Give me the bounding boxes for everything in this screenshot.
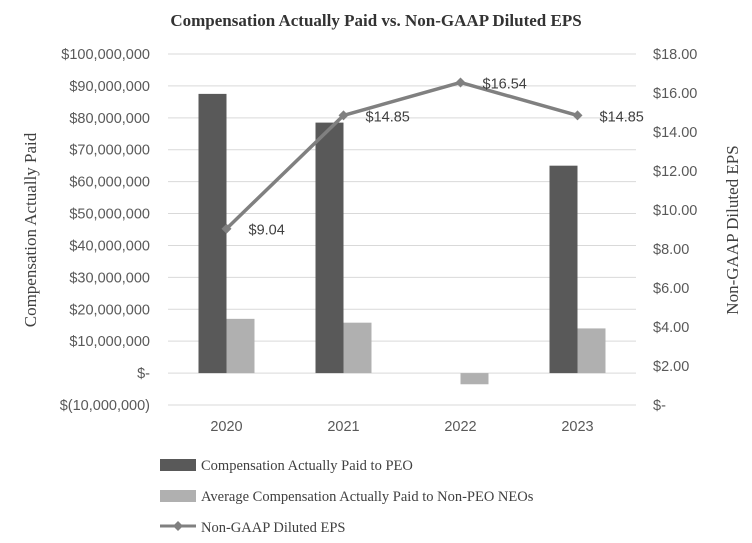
y-tick-label: $10,000,000: [69, 334, 150, 350]
eps-marker: [455, 77, 466, 88]
y2-tick-label: $12.00: [653, 164, 697, 180]
y-tick-label: $60,000,000: [69, 175, 150, 191]
right-axis-ticks: $18.00 $16.00 $14.00 $12.00 $10.00 $8.00 $6.00…: [653, 47, 697, 414]
eps-marker: [572, 110, 583, 121]
eps-marker: [221, 223, 232, 234]
y2-tick-label: $14.00: [653, 125, 697, 141]
y2-tick-label: $-: [653, 398, 666, 414]
y2-tick-label: $18.00: [653, 47, 697, 63]
bar-peo: [315, 122, 344, 374]
eps-line-path: [225, 80, 578, 230]
bars: [198, 93, 606, 385]
y2-tick-label: $8.00: [653, 242, 689, 258]
legend: Compensation Actually Paid to PEO Averag…: [160, 458, 534, 536]
y-tick-label: $50,000,000: [69, 207, 150, 223]
x-tick-label: 2022: [444, 419, 476, 435]
eps-data-label: $14.85: [600, 109, 644, 125]
y2-tick-label: $4.00: [653, 320, 689, 336]
y-axis-title: Compensation Actually Paid: [21, 132, 40, 327]
eps-data-labels: $9.04 $14.85 $16.54 $14.85: [249, 76, 644, 238]
bar-neo: [460, 373, 489, 385]
y-tick-label: $80,000,000: [69, 111, 150, 127]
x-tick-label: 2023: [561, 419, 593, 435]
y-tick-label: $40,000,000: [69, 238, 150, 254]
eps-marker: [338, 110, 349, 121]
eps-data-label: $16.54: [483, 76, 527, 92]
y-tick-label: $30,000,000: [69, 270, 150, 286]
y-tick-label: $100,000,000: [61, 47, 150, 63]
legend-swatch-peo: [160, 459, 196, 471]
y-tick-label: $(10,000,000): [60, 398, 150, 414]
chart-title: Compensation Actually Paid vs. Non-GAAP …: [170, 11, 581, 30]
bar-neo: [577, 328, 606, 374]
y-tick-label: $-: [137, 366, 150, 382]
left-axis-ticks: $100,000,000 $90,000,000 $80,000,000 $70,00…: [60, 47, 150, 414]
y2-tick-label: $16.00: [653, 86, 697, 102]
x-tick-label: 2020: [210, 419, 242, 435]
legend-label-peo: Compensation Actually Paid to PEO: [201, 458, 413, 474]
bar-peo: [198, 93, 227, 374]
y-tick-label: $70,000,000: [69, 143, 150, 159]
x-tick-label: 2021: [327, 419, 359, 435]
legend-label-eps: Non-GAAP Diluted EPS: [201, 520, 345, 536]
bar-peo: [549, 165, 578, 374]
y-tick-label: $90,000,000: [69, 79, 150, 95]
y2-tick-label: $6.00: [653, 281, 689, 297]
bar-neo: [343, 322, 372, 374]
legend-marker-eps: [173, 521, 183, 531]
y2-axis-title: Non-GAAP Diluted EPS: [723, 145, 742, 314]
legend-label-neo: Average Compensation Actually Paid to No…: [201, 489, 534, 505]
y2-tick-label: $2.00: [653, 359, 689, 375]
x-axis-ticks: 2020 2021 2022 2023: [210, 419, 593, 435]
y-tick-label: $20,000,000: [69, 302, 150, 318]
eps-line: [221, 77, 583, 234]
legend-swatch-neo: [160, 490, 196, 502]
y2-tick-label: $10.00: [653, 203, 697, 219]
bar-neo: [226, 318, 255, 374]
eps-data-label: $9.04: [249, 223, 285, 239]
eps-data-label: $14.85: [366, 109, 410, 125]
